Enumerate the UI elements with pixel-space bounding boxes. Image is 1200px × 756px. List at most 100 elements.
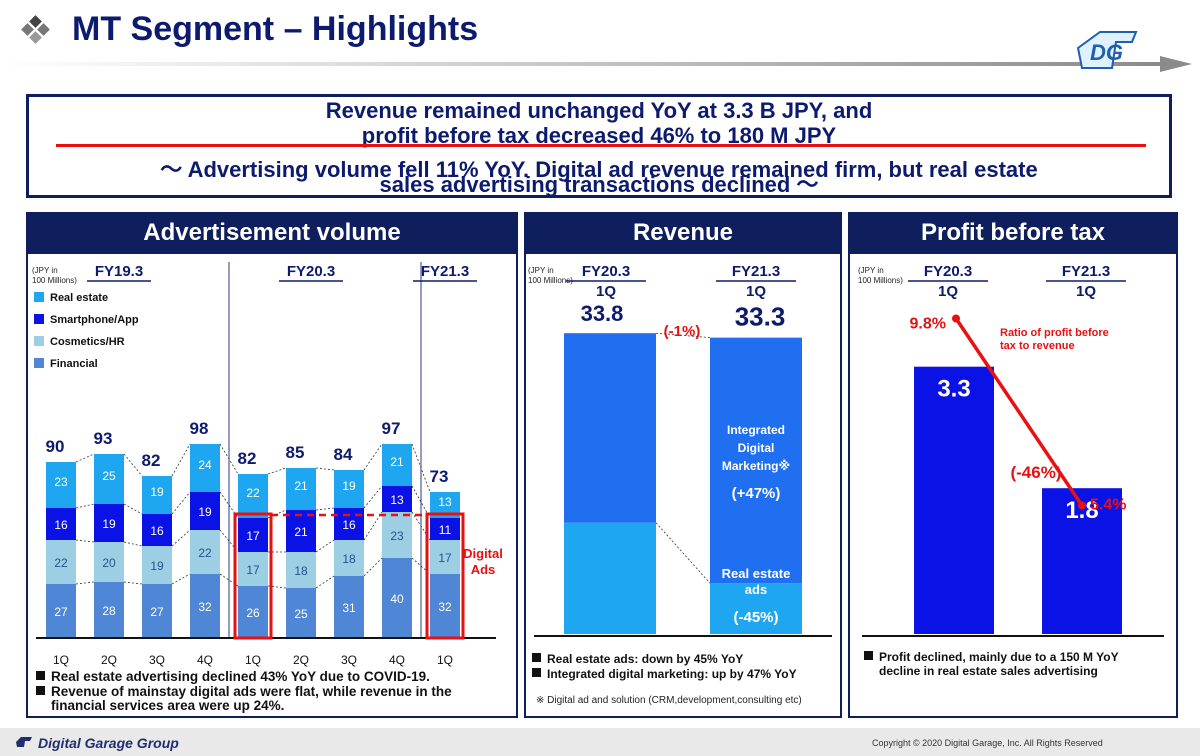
connector-line	[315, 539, 335, 553]
data-label-financial: 27	[150, 605, 164, 619]
ad-note-2-text: Revenue of mainstay digital ads were fla…	[51, 684, 452, 699]
legend-label-cosmetics-hr: Cosmetics/HR	[50, 336, 125, 348]
data-label-smartphone-app: 19	[102, 517, 116, 531]
summary-line-4: sales advertising transactions declined …	[379, 172, 819, 197]
connector-line	[171, 491, 191, 515]
bar-real-estate	[46, 462, 76, 508]
header-arrow-line	[0, 56, 1200, 76]
total-label: 93	[94, 429, 113, 448]
ratio-point	[952, 314, 960, 323]
bar-financial	[334, 576, 364, 638]
panel-header-revenue: Revenue	[524, 212, 842, 254]
category-quarter: 1Q	[938, 283, 958, 300]
data-label-cosmetics-hr: 20	[102, 556, 116, 570]
bar-financial	[382, 558, 412, 638]
category-quarter: 1Q	[746, 283, 766, 300]
total-label: 33.3	[735, 302, 786, 332]
data-label-financial: 31	[342, 601, 356, 615]
x-tick-label: 4Q	[197, 653, 213, 667]
bar-real-estate	[190, 444, 220, 492]
period-label: FY21.3	[421, 263, 469, 280]
data-label-financial: 32	[438, 600, 452, 614]
data-label-financial: 28	[102, 604, 116, 618]
data-label-cosmetics-hr: 23	[390, 529, 404, 543]
period-label: FY20.3	[287, 263, 335, 280]
data-label-real-estate: 19	[150, 485, 164, 499]
unit-note: 100 Millions)	[528, 276, 573, 285]
connector-line	[171, 573, 191, 585]
connector-line	[123, 581, 143, 585]
panel-profit	[848, 254, 1178, 718]
data-label-smartphone-app: 17	[246, 529, 260, 543]
ratio-legend-label: tax to revenue	[1000, 340, 1075, 352]
connector-line	[315, 467, 335, 471]
connector-line	[123, 453, 143, 477]
bar-real-estate	[286, 468, 316, 510]
connector-line	[219, 529, 239, 553]
bar-cosmetics-hr	[142, 546, 172, 584]
connector-line	[171, 529, 191, 547]
ratio-legend-label: Ratio of profit before	[1000, 327, 1109, 339]
bar-smartphone-app	[94, 504, 124, 542]
profit-note-1-text: Profit declined, mainly due to a 150 M Y…	[879, 650, 1119, 664]
bar-smartphone-app	[334, 508, 364, 540]
bar-profit	[1042, 488, 1122, 634]
total-label: 73	[430, 467, 449, 486]
data-label-smartphone-app: 21	[294, 525, 308, 539]
bar-integrated-digital	[564, 333, 656, 523]
bar-financial	[46, 584, 76, 638]
revenue-note-1-text: Real estate ads: down by 45% YoY	[547, 652, 744, 666]
data-label-real-estate: 21	[294, 479, 308, 493]
legend-swatch-financial	[34, 358, 44, 368]
connector-line	[363, 485, 383, 509]
profit-note-1: Profit declined, mainly due to a 150 M Y…	[864, 650, 1119, 665]
panel-header-ad-volume: Advertisement volume	[26, 212, 518, 254]
connector-line	[411, 443, 431, 493]
category-label: FY20.3	[924, 263, 972, 280]
summary-line-3: ～ Advertising volume fell 11% YoY. Digit…	[160, 157, 1038, 182]
bullet-icon	[532, 653, 541, 662]
data-label-real-estate: 21	[390, 455, 404, 469]
bar-smartphone-app	[286, 510, 316, 552]
category-label: FY21.3	[1062, 263, 1110, 280]
connector-line	[655, 332, 711, 339]
bar-cosmetics-hr	[238, 552, 268, 586]
data-label-smartphone-app: 16	[150, 524, 164, 538]
legend-swatch-real-estate	[34, 292, 44, 302]
unit-note: (JPY in	[528, 266, 554, 275]
page-title: MT Segment – Highlights	[72, 10, 479, 48]
data-label-cosmetics-hr: 22	[198, 546, 212, 560]
bar-real-estate	[334, 470, 364, 508]
data-label-smartphone-app: 11	[439, 523, 452, 537]
ad-note-2: Revenue of mainstay digital ads were fla…	[36, 684, 452, 699]
connector-line	[123, 503, 143, 515]
dg-logo: DG	[1072, 28, 1142, 72]
integrated-change-label: (+47%)	[732, 485, 781, 502]
profit-note-2-text: decline in real estate sales advertising	[879, 664, 1098, 678]
bar-smartphone-app	[142, 514, 172, 546]
x-tick-label: 2Q	[293, 653, 309, 667]
integrated-label: Marketing※	[722, 459, 790, 473]
category-quarter: 1Q	[1076, 283, 1096, 300]
ad-note-1: Real estate advertising declined 43% YoY…	[36, 669, 430, 684]
x-tick-label: 4Q	[389, 653, 405, 667]
ratio-line	[954, 317, 1084, 507]
bar-smartphone-app	[238, 518, 268, 552]
legend-swatch-smartphone-app	[34, 314, 44, 324]
data-label-smartphone-app: 16	[342, 518, 356, 532]
data-label-real-estate: 22	[246, 486, 260, 500]
bar-cosmetics-hr	[334, 540, 364, 576]
ratio-value-label: 5.4%	[1090, 497, 1126, 514]
total-label: 33.8	[581, 301, 624, 326]
data-label-cosmetics-hr: 18	[342, 552, 356, 566]
ad-note-3: financial services area were up 24%.	[51, 698, 284, 713]
panel-header-profit: Profit before tax	[848, 212, 1178, 254]
summary-line-2: profit before tax decreased 46% to 180 M…	[361, 123, 837, 148]
real-estate-label: ads	[745, 582, 767, 597]
legend-swatch-cosmetics-hr	[34, 336, 44, 346]
data-label-cosmetics-hr: 22	[54, 556, 68, 570]
x-tick-label: 1Q	[53, 653, 69, 667]
bar-cosmetics-hr	[286, 552, 316, 588]
